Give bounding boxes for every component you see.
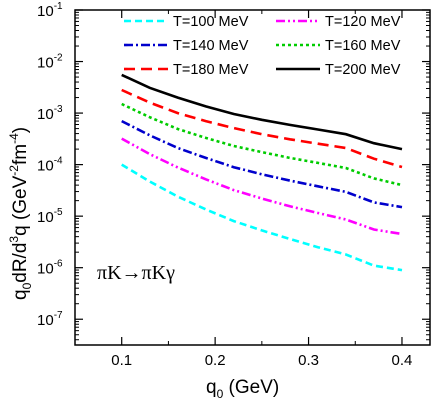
x-tick-label: 0.3 [298, 352, 319, 369]
y-tick-label: 10-6 [37, 259, 63, 278]
legend-label-t-140-mev: T=140 MeV [173, 38, 249, 54]
x-tick-label: 0.4 [392, 352, 413, 369]
y-tick-label: 10-7 [37, 310, 63, 329]
legend-label-t-100-mev: T=100 MeV [173, 14, 249, 30]
x-tick-label: 0.2 [205, 352, 226, 369]
y-tick-label: 10-1 [37, 1, 63, 20]
series-lines [121, 73, 403, 272]
y-tick-label: 10-2 [37, 53, 63, 72]
legend-label-t-200-mev: T=200 MeV [325, 62, 401, 78]
series-line-t-140-mev [121, 119, 403, 209]
series-line-t-100-mev [121, 163, 403, 272]
series-line-t-120-mev [121, 137, 403, 236]
process-annotation: πK→πKγ [97, 262, 175, 284]
y-tick-label: 10-5 [37, 207, 63, 226]
axis-ticks: 0.1 0.2 0.3 0.4 10-7 10-6 10-5 10-4 10-3 10-2 10-1 [37, 1, 430, 369]
y-tick-label: 10-4 [37, 156, 63, 175]
legend-label-t-160-mev: T=160 MeV [325, 38, 401, 54]
x-tick-label: 0.1 [111, 352, 132, 369]
legend-label-t-180-mev: T=180 MeV [173, 62, 249, 78]
x-axis-title: q0 (GeV) [206, 377, 279, 401]
series-line-t-160-mev [121, 102, 403, 187]
legend-label-t-120-mev: T=120 MeV [325, 14, 401, 30]
y-tick-label: 10-3 [37, 104, 63, 123]
series-line-t-180-mev [121, 88, 403, 169]
plot-frame [74, 9, 431, 346]
series-line-t-200-mev [121, 73, 403, 151]
legend: T=100 MeV T=120 MeV T=140 MeV T=160 MeV T=18… [124, 14, 401, 78]
y-axis-title: q0dR/d3q (GeV-2fm-4) [7, 127, 34, 300]
